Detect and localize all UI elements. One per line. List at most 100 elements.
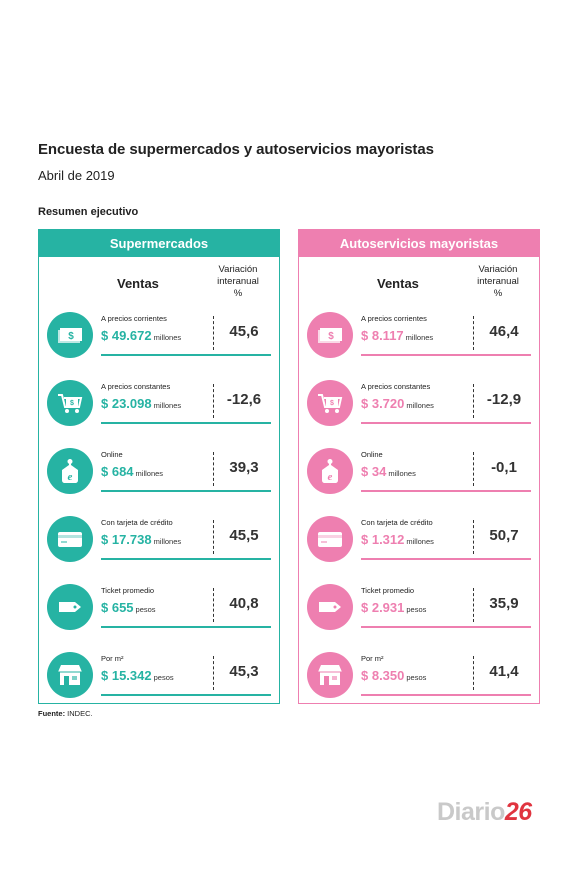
- value-amount: $ 2.931: [361, 600, 405, 615]
- row-divider: [361, 626, 531, 628]
- value-unit: millones: [153, 401, 182, 410]
- indicator-value: $ 34 millones: [361, 463, 416, 481]
- ticket-icon: [47, 584, 93, 630]
- source-note: Fuente: INDEC.: [38, 709, 93, 718]
- indicator-row: Con tarjeta de crédito $ 17.738 millones 45…: [39, 514, 281, 582]
- value-amount: $ 15.342: [101, 668, 152, 683]
- value-unit: pesos: [153, 673, 174, 682]
- row-divider: [101, 558, 271, 560]
- dashed-divider: [473, 656, 474, 690]
- indicator-value: $ 17.738 millones: [101, 531, 181, 549]
- ventas-column-header: Ventas: [377, 276, 419, 291]
- value-unit: pesos: [135, 605, 156, 614]
- dashed-divider: [213, 588, 214, 622]
- variation-value: 35,9: [489, 595, 519, 612]
- indicator-value: $ 655 pesos: [101, 599, 156, 617]
- value-amount: $ 8.350: [361, 668, 405, 683]
- indicator-label: A precios constantes: [361, 382, 431, 391]
- indicator-value: $ 15.342 pesos: [101, 667, 174, 685]
- value-amount: $ 23.098: [101, 396, 152, 411]
- value-unit: millones: [135, 469, 164, 478]
- indicator-row: Ticket promedio $ 2.931 pesos 35,9: [299, 582, 541, 650]
- row-divider: [101, 354, 271, 356]
- value-amount: $ 684: [101, 464, 134, 479]
- dashed-divider: [213, 520, 214, 554]
- dashed-divider: [473, 588, 474, 622]
- value-unit: millones: [153, 537, 182, 546]
- value-amount: $ 3.720: [361, 396, 405, 411]
- row-divider: [361, 558, 531, 560]
- indicator-row: $ A precios corrientes $ 49.672 millones 45,…: [39, 310, 281, 378]
- svg-text:$: $: [68, 331, 74, 342]
- variation-value: 46,4: [489, 323, 519, 340]
- store-icon: [47, 652, 93, 698]
- value-unit: pesos: [406, 673, 427, 682]
- indicator-label: Con tarjeta de crédito: [361, 518, 433, 527]
- variation-value: 45,5: [229, 527, 259, 544]
- indicator-label: Online: [101, 450, 123, 459]
- value-unit: pesos: [406, 605, 427, 614]
- indicator-label: Por m²: [101, 654, 124, 663]
- credit-card-icon: [307, 516, 353, 562]
- indicator-value: $ 49.672 millones: [101, 327, 181, 345]
- indicator-value: $ 684 millones: [101, 463, 163, 481]
- variation-value: -12,9: [486, 391, 522, 408]
- credit-card-icon: [47, 516, 93, 562]
- indicator-row: $ A precios corrientes $ 8.117 millones 46,4: [299, 310, 541, 378]
- indicator-value: $ 8.350 pesos: [361, 667, 426, 685]
- online-tag-icon: e: [307, 448, 353, 494]
- svg-text:e: e: [68, 471, 73, 483]
- brand-logo: Diario26: [437, 798, 532, 826]
- value-amount: $ 17.738: [101, 532, 152, 547]
- svg-text:e: e: [328, 471, 333, 483]
- supermercados-header: Supermercados: [39, 230, 279, 257]
- variation-value: 45,3: [229, 663, 259, 680]
- row-divider: [101, 490, 271, 492]
- variation-value: 45,6: [229, 323, 259, 340]
- value-unit: millones: [406, 537, 434, 546]
- row-divider: [101, 626, 271, 628]
- indicator-value: $ 23.098 millones: [101, 395, 181, 413]
- variation-column-header: Variación interanual %: [217, 264, 259, 299]
- ventas-column-header: Ventas: [117, 276, 159, 291]
- variation-column-header: Variación interanual %: [477, 264, 519, 299]
- variation-value: -0,1: [491, 459, 517, 476]
- supermercados-panel: Supermercados Ventas Variación interanua…: [38, 229, 280, 704]
- svg-text:$: $: [328, 331, 334, 342]
- indicator-value: $ 2.931 pesos: [361, 599, 426, 617]
- dashed-divider: [213, 384, 214, 418]
- ticket-icon: [307, 584, 353, 630]
- row-divider: [361, 694, 531, 696]
- indicator-row: $ A precios constantes $ 3.720 millones -12,…: [299, 378, 541, 446]
- page-title: Encuesta de supermercados y autoservicio…: [38, 141, 434, 158]
- indicator-row: Por m² $ 15.342 pesos 45,3: [39, 650, 281, 718]
- page-subtitle: Abril de 2019: [38, 168, 115, 183]
- indicator-label: Ticket promedio: [361, 586, 415, 595]
- dashed-divider: [213, 656, 214, 690]
- svg-text:$: $: [330, 400, 334, 407]
- indicator-row: $ A precios constantes $ 23.098 millones -12…: [39, 378, 281, 446]
- shopping-cart-icon: $: [307, 380, 353, 426]
- money-bills-icon: $: [47, 312, 93, 358]
- value-unit: millones: [405, 333, 434, 342]
- indicator-row: Con tarjeta de crédito $ 1.312 millones 50,…: [299, 514, 541, 582]
- variation-value: 40,8: [229, 595, 259, 612]
- value-unit: millones: [406, 401, 434, 410]
- shopping-cart-icon: $: [47, 380, 93, 426]
- indicator-row: Por m² $ 8.350 pesos 41,4: [299, 650, 541, 718]
- store-icon: [307, 652, 353, 698]
- value-amount: $ 655: [101, 600, 134, 615]
- value-amount: $ 34: [361, 464, 387, 479]
- section-label: Resumen ejecutivo: [38, 206, 139, 218]
- indicator-label: A precios corrientes: [101, 314, 167, 323]
- value-amount: $ 1.312: [361, 532, 405, 547]
- row-divider: [361, 490, 531, 492]
- dashed-divider: [213, 316, 214, 350]
- value-unit: millones: [388, 469, 416, 478]
- indicator-value: $ 1.312 millones: [361, 531, 434, 549]
- value-unit: millones: [153, 333, 182, 342]
- dashed-divider: [473, 316, 474, 350]
- indicator-row: Ticket promedio $ 655 pesos 40,8: [39, 582, 281, 650]
- dashed-divider: [213, 452, 214, 486]
- variation-value: 41,4: [489, 663, 519, 680]
